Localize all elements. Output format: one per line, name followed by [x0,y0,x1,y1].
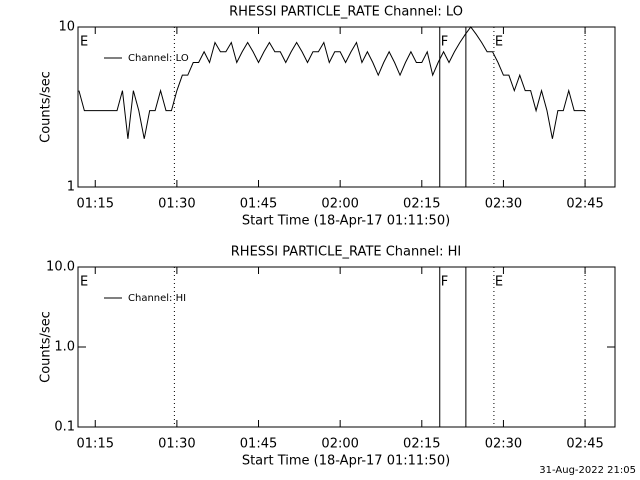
x-axis-label: Start Time (18-Apr-17 01:11:50) [242,214,450,229]
x-tick-label: 02:45 [566,437,603,452]
x-tick-label: 02:30 [485,437,522,452]
y-axis-label: Counts/sec [39,311,54,383]
legend-label: Channel: LO [128,53,189,64]
x-tick-label: 01:15 [77,437,114,452]
footer: 31-Aug-2022 21:05 [539,465,636,476]
flag-label: F [441,35,448,50]
x-tick-label: 01:15 [77,197,114,212]
data-line [78,26,586,139]
x-tick-label: 02:15 [403,197,440,212]
y-tick-label: 10.0 [46,260,75,275]
flag-label: F [441,275,448,290]
y-tick-label: 0.1 [54,420,75,435]
chart-title: RHESSI PARTICLE_RATE Channel: LO [229,5,463,20]
y-axis-label: Counts/sec [39,71,54,143]
x-tick-label: 02:00 [321,437,358,452]
x-tick-label: 02:30 [485,197,522,212]
flag-label: E [80,35,88,50]
x-tick-label: 01:45 [240,197,277,212]
x-tick-label: 02:15 [403,437,440,452]
flag-label: E [495,275,503,290]
flag-label: E [495,35,503,50]
chart-title: RHESSI PARTICLE_RATE Channel: HI [231,245,461,260]
x-axis-label: Start Time (18-Apr-17 01:11:50) [242,454,450,469]
flag-label: E [80,275,88,290]
y-tick-label: 10 [58,20,75,35]
x-tick-label: 02:00 [321,197,358,212]
legend-label: Channel: HI [128,293,186,304]
x-tick-label: 01:30 [158,197,195,212]
x-tick-label: 02:45 [566,197,603,212]
x-tick-label: 01:30 [158,437,195,452]
x-tick-label: 01:45 [240,437,277,452]
y-tick-label: 1.0 [54,340,75,355]
y-tick-label: 1 [67,180,75,195]
